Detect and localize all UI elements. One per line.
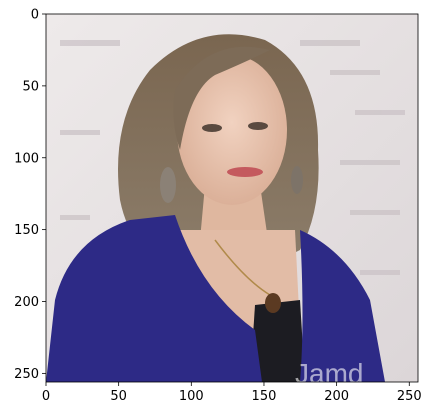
x-tick-label: 100 <box>179 389 204 404</box>
hair-front <box>173 46 270 150</box>
watermark-text: Jamd <box>295 358 363 389</box>
cardigan <box>46 215 262 382</box>
necklace <box>214 239 271 296</box>
plot-frame <box>45 13 419 383</box>
x-tick-label: 0 <box>42 389 50 404</box>
lips <box>227 167 263 177</box>
y-tick-label: 150 <box>14 223 39 238</box>
x-tick-label: 50 <box>110 389 127 404</box>
earring-right <box>291 166 303 194</box>
y-tick-label: 0 <box>31 8 39 23</box>
y-tick-label: 50 <box>22 79 39 94</box>
x-tick-label: 250 <box>397 389 422 404</box>
earring-left <box>160 167 176 203</box>
x-tick-label: 200 <box>324 389 349 404</box>
left-eye <box>202 124 222 132</box>
black-top <box>250 300 305 382</box>
face <box>177 55 287 205</box>
x-axis: 0 50 100 150 200 250 <box>42 382 422 404</box>
pendant <box>265 293 281 313</box>
portrait-photo: Jamd <box>46 14 418 389</box>
right-eye <box>248 122 268 130</box>
cardigan-right <box>300 230 385 382</box>
x-tick-label: 150 <box>252 389 277 404</box>
backdrop-logo-pattern <box>60 40 405 275</box>
y-tick-label: 100 <box>14 151 39 166</box>
y-tick-label: 250 <box>14 367 39 382</box>
y-axis: 0 50 100 150 200 250 <box>14 8 46 382</box>
y-tick-label: 200 <box>14 295 39 310</box>
